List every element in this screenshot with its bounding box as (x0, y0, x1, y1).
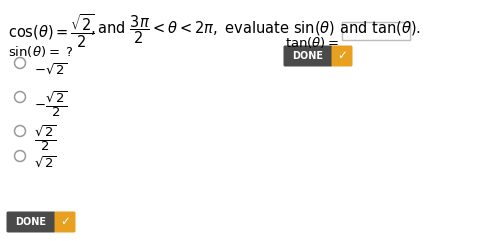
Text: ✓: ✓ (337, 49, 347, 62)
Text: ✓: ✓ (60, 215, 70, 228)
Text: $-\sqrt{2}$: $-\sqrt{2}$ (34, 63, 68, 78)
Text: $\mathrm{tan}(\theta)=$: $\mathrm{tan}(\theta)=$ (285, 35, 340, 50)
FancyBboxPatch shape (284, 46, 333, 67)
Text: DONE: DONE (292, 51, 324, 61)
Text: $\mathrm{,and}\ \dfrac{3\pi}{2}<\theta<2\pi\mathrm{,\ evaluate\ sin(}\theta\math: $\mathrm{,and}\ \dfrac{3\pi}{2}<\theta<2… (90, 13, 421, 46)
Text: $\mathrm{sin}(\theta)=\ ?$: $\mathrm{sin}(\theta)=\ ?$ (8, 44, 74, 59)
FancyBboxPatch shape (6, 212, 56, 233)
FancyBboxPatch shape (342, 22, 410, 40)
FancyBboxPatch shape (332, 46, 352, 67)
Text: DONE: DONE (16, 217, 46, 227)
FancyBboxPatch shape (54, 212, 76, 233)
Text: $\sqrt{2}$: $\sqrt{2}$ (34, 156, 56, 171)
Text: $-\dfrac{\sqrt{2}}{2}$: $-\dfrac{\sqrt{2}}{2}$ (34, 89, 68, 119)
Text: $\dfrac{\sqrt{2}}{2}$: $\dfrac{\sqrt{2}}{2}$ (34, 123, 56, 153)
Text: $\mathrm{cos}(\theta)=\dfrac{\sqrt{2}}{2}$: $\mathrm{cos}(\theta)=\dfrac{\sqrt{2}}{2… (8, 13, 94, 50)
